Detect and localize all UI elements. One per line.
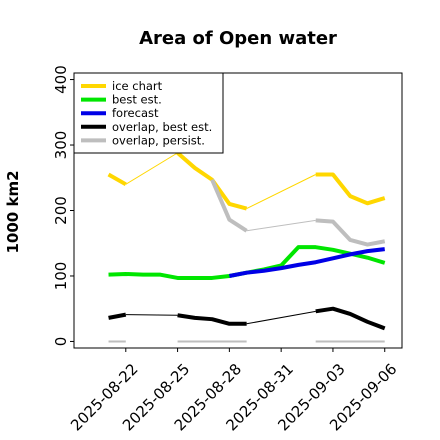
series-2-segment-0 [228,247,385,278]
plot-area [107,151,386,343]
series-4-segment-2 [315,218,386,247]
legend-label-4: overlap, persist. [112,133,205,147]
series-3-segment-0 [108,312,127,320]
chart-title: Area of Open water [139,28,337,49]
series-0-segment-3 [246,174,316,209]
y-tick-label: 300 [52,131,70,160]
series-0-segment-0 [107,172,127,187]
series-0-segment-4 [315,172,386,206]
y-tick-label: 100 [52,262,70,291]
legend-label-0: ice chart [112,79,163,93]
legend-label-1: best est. [112,93,162,107]
series-3-segment-2 [177,313,247,326]
series-4-segment-1 [246,219,316,232]
legend-label-3: overlap, best est. [112,120,212,134]
series-3-segment-3 [246,310,316,325]
y-tick-label: 400 [52,65,70,94]
y-tick-label: 200 [52,196,70,225]
series-3-segment-1 [125,314,178,316]
series-4-segment-0 [210,178,248,233]
legend-label-2: forecast [112,106,159,120]
series-0-segment-1 [125,152,178,185]
y-tick-label: 0 [52,337,70,347]
y-axis-label: 1000 km2 [4,170,22,253]
series-3-segment-4 [315,306,386,331]
